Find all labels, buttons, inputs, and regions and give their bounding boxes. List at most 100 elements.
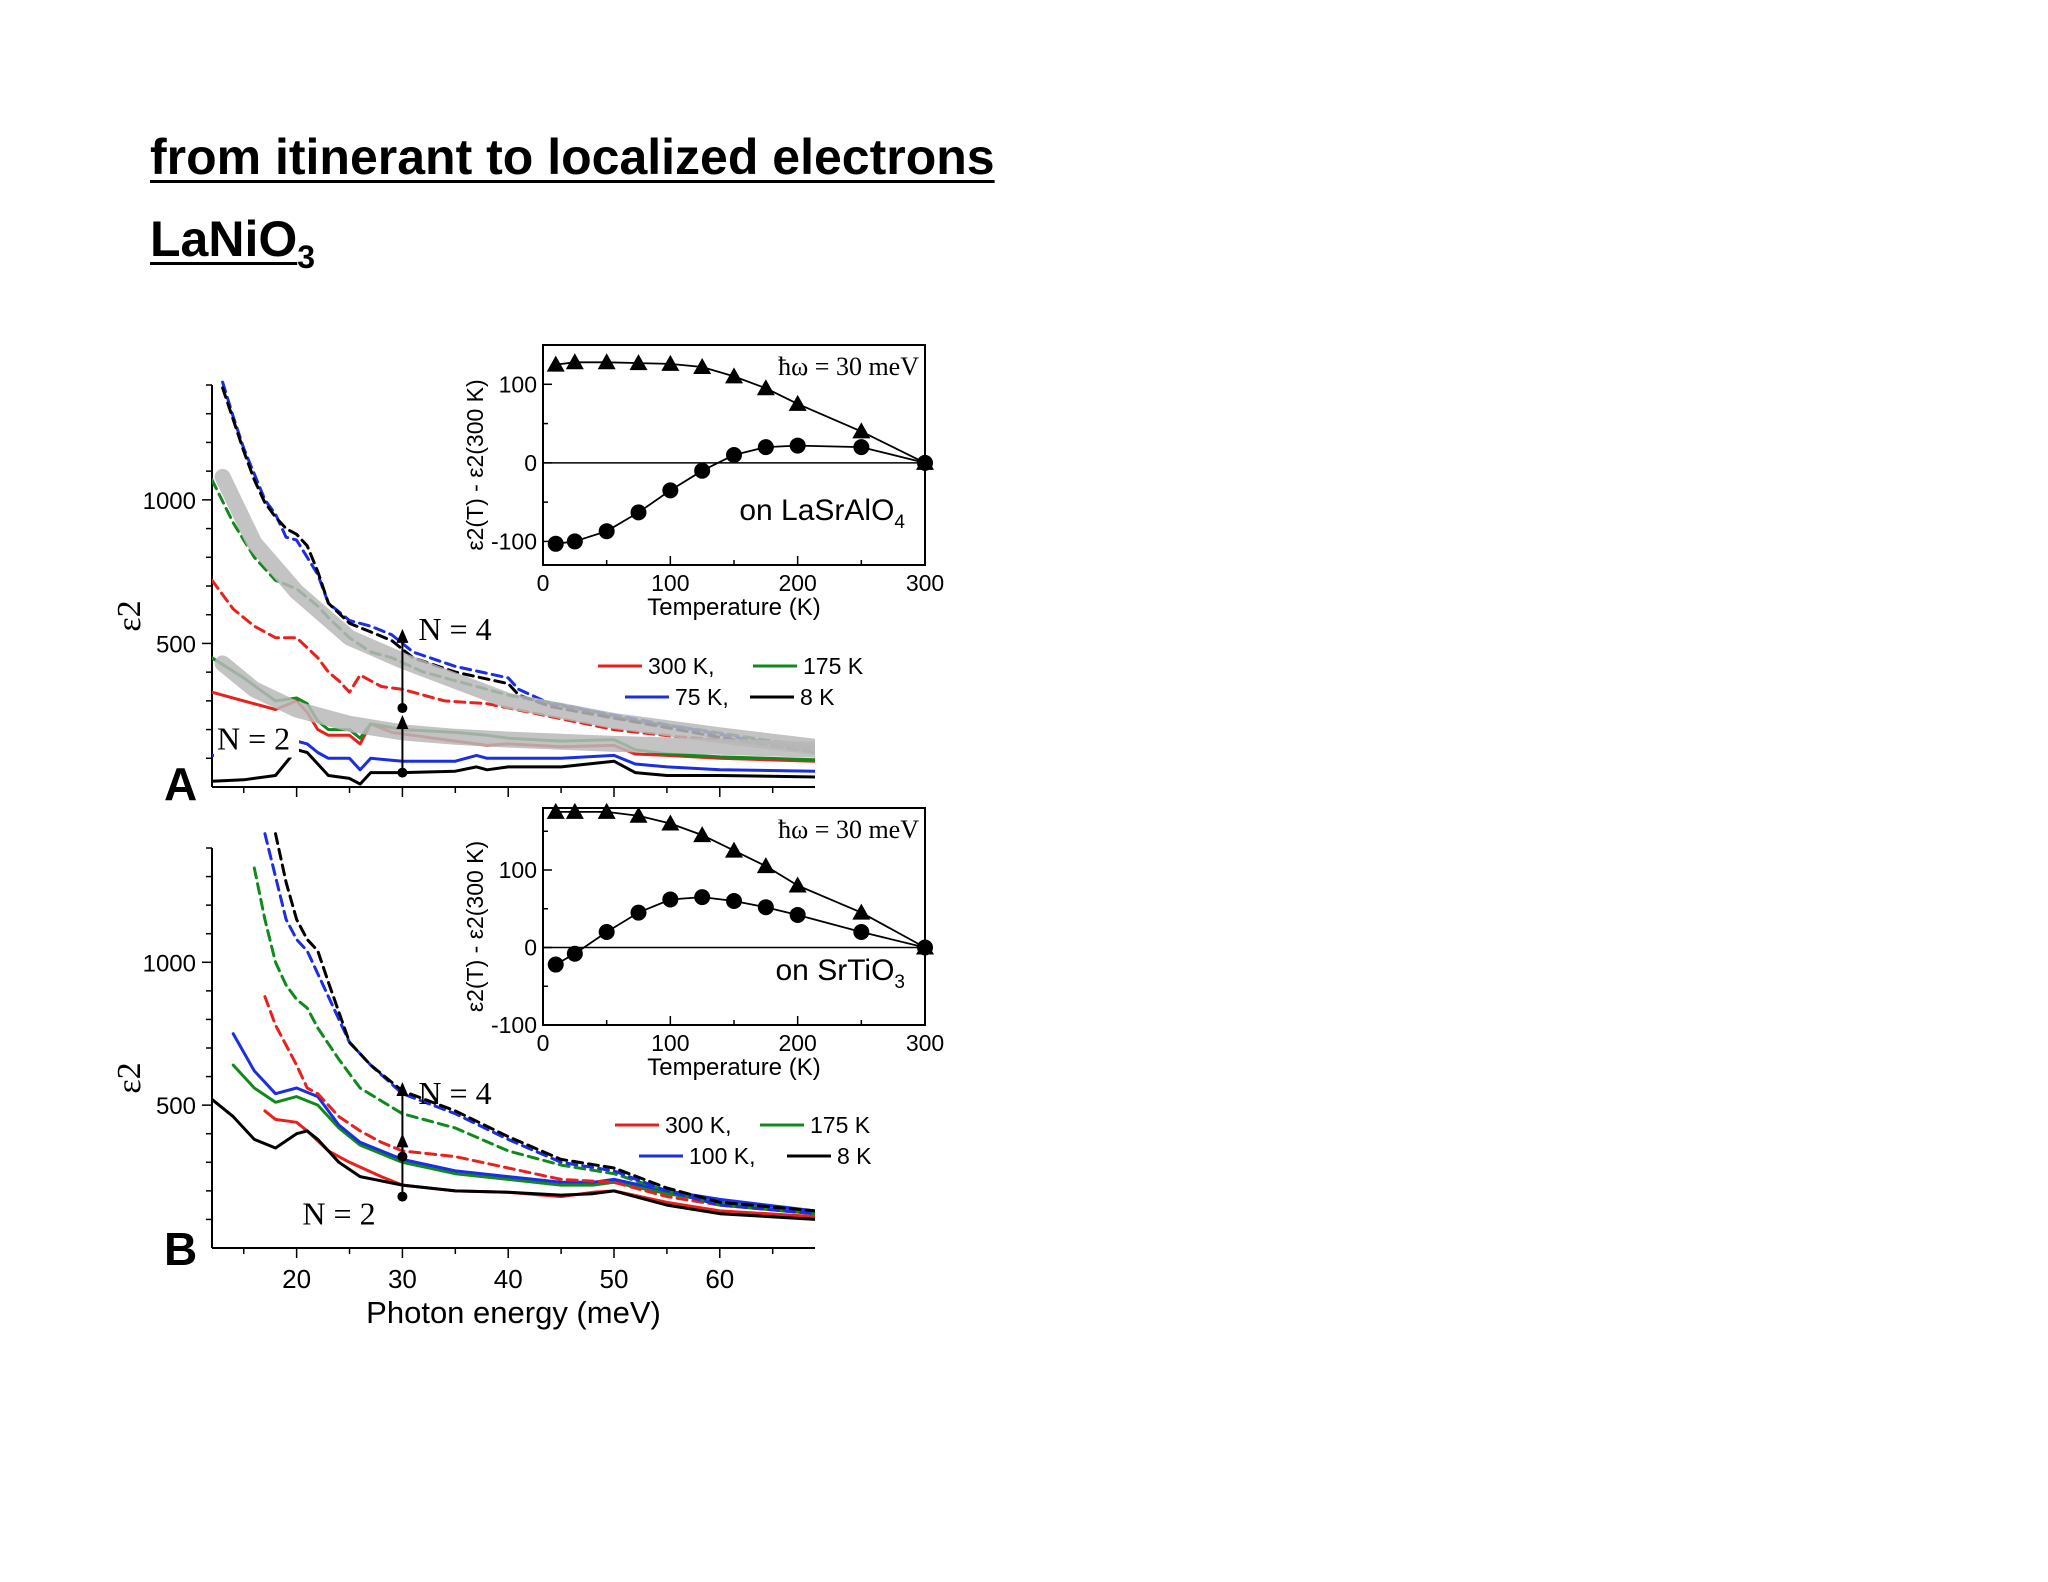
legend-label: 300 K, (665, 1112, 732, 1138)
legend-label: 100 K, (689, 1143, 756, 1169)
label-n4: N = 4 (418, 1075, 491, 1111)
x-axis-label: Photon energy (meV) (366, 1295, 661, 1330)
inset-point-circle (789, 437, 806, 454)
inset-point-circle (694, 889, 711, 906)
inset-point-circle (917, 939, 933, 956)
x-tick-label: 20 (282, 1264, 311, 1294)
inset-point-triangle (788, 876, 807, 893)
legend-label: 175 K (803, 653, 864, 679)
series-group (212, 832, 815, 1221)
inset-note-subscript: 4 (894, 512, 905, 533)
inset-point-triangle (546, 802, 565, 819)
inset-point-triangle (629, 806, 648, 823)
n-arrow-head (396, 1082, 409, 1096)
legend-label: 8 K (837, 1143, 872, 1169)
inset-x-tick-label: 100 (651, 1030, 689, 1056)
inset-point-triangle (852, 903, 871, 920)
inset-point-triangle (788, 394, 807, 411)
series-line-dashed (263, 995, 815, 1216)
y-tick-label: 500 (156, 631, 196, 658)
inset-point-circle (547, 535, 564, 552)
compound-name: LaNiO (150, 211, 298, 267)
fit-band (214, 468, 815, 755)
x-tick-label: 60 (705, 1264, 734, 1294)
x-tick-label: 30 (388, 1264, 417, 1294)
inset-y-tick-label: -100 (491, 528, 537, 554)
x-tick-label: 50 (600, 1264, 629, 1294)
inset-x-tick-label: 200 (778, 570, 816, 596)
inset-point-triangle (661, 354, 680, 371)
inset-point-triangle (693, 826, 712, 843)
inset-annotation: ħω = 30 meV (778, 815, 919, 844)
legend-label: 75 K, (675, 684, 729, 710)
inset-point-circle (853, 439, 870, 456)
slide-subtitle: LaNiO3 (150, 210, 315, 276)
inset-point-triangle (756, 379, 775, 396)
fit-band (214, 655, 815, 758)
series-line (212, 1097, 815, 1221)
inset-x-tick-label: 100 (651, 570, 689, 596)
inset-note: on LaSrAlO4 (739, 494, 905, 533)
series-line-dashed (252, 866, 815, 1216)
inset-y-tick-label: 0 (524, 935, 537, 961)
series-line-dashed (212, 578, 815, 749)
inset-x-tick-label: 300 (906, 570, 944, 596)
n-arrow-head (396, 1133, 409, 1148)
series-line-dashed (263, 832, 815, 1216)
y-tick-label: 1000 (143, 488, 196, 515)
y-tick-label: 500 (156, 1093, 196, 1120)
x-tick-label: 40 (494, 1264, 523, 1294)
inset-x-axis-label: Temperature (K) (647, 1054, 820, 1081)
inset-point-circle (726, 447, 742, 463)
n-arrow-head (396, 714, 409, 729)
inset-point-circle (598, 523, 615, 540)
inset-y-tick-label: -100 (491, 1012, 537, 1038)
inset-point-triangle (565, 353, 584, 370)
inset-point-circle (662, 891, 679, 908)
legend-label: 175 K (810, 1112, 871, 1138)
inset-x-axis-label: Temperature (K) (647, 594, 820, 621)
inset-x-tick-label: 0 (537, 570, 550, 596)
inset-point-triangle (597, 802, 616, 819)
inset-point-triangle (597, 353, 616, 370)
inset-x-tick-label: 200 (778, 1030, 816, 1056)
series-line (231, 1032, 815, 1213)
y-axis-label: ε2 (111, 1062, 148, 1093)
n-arrow-tail (397, 1191, 408, 1202)
y-axis-label: ε2 (111, 600, 148, 631)
slide-title: from itinerant to localized electrons (150, 129, 995, 185)
n-arrow-tail (397, 767, 408, 778)
n-arrow-tail (397, 703, 408, 714)
inset-y-tick-label: 100 (499, 857, 537, 883)
inset-y-tick-label: 0 (524, 450, 537, 476)
inset-point-circle (853, 924, 870, 940)
inset-point-triangle (661, 814, 680, 831)
inset-annotation: ħω = 30 meV (778, 352, 919, 381)
panel-letter: A (164, 758, 197, 810)
series-line (231, 1063, 815, 1216)
n-arrow-head (396, 628, 409, 643)
legend-label: 8 K (800, 684, 835, 710)
label-n2-bg (214, 721, 299, 758)
inset-point-circle (566, 533, 583, 550)
inset-point-circle (917, 454, 933, 471)
inset-note-subscript: 3 (894, 972, 905, 993)
label-n2: N = 2 (302, 1196, 375, 1232)
inset-point-triangle (565, 802, 584, 819)
inset-point-circle (598, 924, 615, 940)
inset-point-circle (566, 945, 583, 962)
inset-y-axis-label: ε2(T) - ε2(300 K) (462, 379, 488, 550)
inset-note: on SrTiO3 (776, 954, 906, 993)
legend-label: 300 K, (648, 653, 715, 679)
label-n4: N = 4 (418, 611, 491, 647)
inset-point-triangle (693, 358, 712, 374)
y-tick-label: 1000 (143, 950, 196, 977)
inset-point-circle (757, 899, 774, 916)
inset-point-circle (757, 439, 774, 456)
inset-point-triangle (629, 354, 648, 371)
label-n2: N = 2 (217, 721, 290, 757)
inset-point-circle (630, 904, 647, 921)
compound-subscript: 3 (297, 239, 316, 275)
inset-point-triangle (725, 367, 743, 384)
